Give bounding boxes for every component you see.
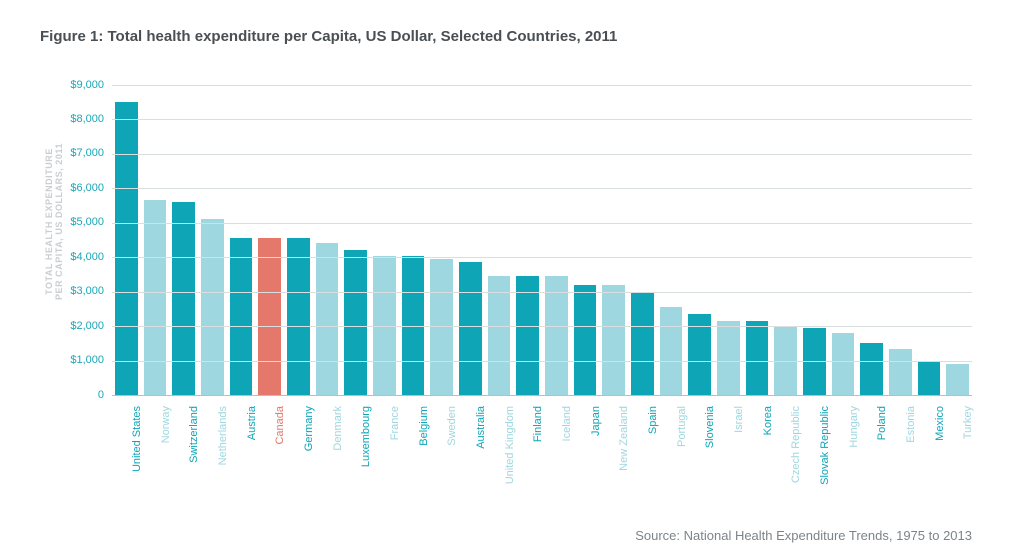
x-tick-label: Netherlands — [217, 406, 229, 526]
bar — [860, 343, 882, 395]
y-tick-label: $1,000 — [54, 354, 104, 366]
gridline — [112, 154, 972, 155]
bar — [316, 243, 338, 395]
y-tick-label: $9,000 — [54, 79, 104, 91]
gridline — [112, 361, 972, 362]
x-tick-label: Slovak Republic — [819, 406, 831, 526]
gridline — [112, 85, 972, 86]
x-tick-label: Austria — [246, 406, 258, 526]
bar — [746, 321, 768, 395]
x-tick-label: Sweden — [446, 406, 458, 526]
bar — [459, 262, 481, 395]
bar — [660, 307, 682, 395]
x-tick-label: Canada — [274, 406, 286, 526]
bar — [516, 276, 538, 395]
bar — [832, 333, 854, 395]
y-tick-label: $6,000 — [54, 182, 104, 194]
bar — [287, 238, 309, 395]
gridline — [112, 223, 972, 224]
gridline — [112, 326, 972, 327]
x-tick-label: Luxembourg — [360, 406, 372, 526]
y-tick-label: $3,000 — [54, 285, 104, 297]
y-tick-label: 0 — [54, 389, 104, 401]
x-tick-label: Australia — [475, 406, 487, 526]
x-tick-label: Korea — [762, 406, 774, 526]
bar — [344, 250, 366, 395]
x-tick-label: Belgium — [418, 406, 430, 526]
bar — [488, 276, 510, 395]
x-tick-label: France — [389, 406, 401, 526]
bar — [115, 102, 137, 395]
bar — [545, 276, 567, 395]
bars-container — [112, 85, 972, 395]
source-text: Source: National Health Expenditure Tren… — [635, 528, 972, 543]
bar — [717, 321, 739, 395]
plot-area: 0$1,000$2,000$3,000$4,000$5,000$6,000$7,… — [112, 85, 972, 395]
y-tick-label: $7,000 — [54, 147, 104, 159]
bar — [230, 238, 252, 395]
bar — [889, 349, 911, 396]
y-tick-label: $4,000 — [54, 251, 104, 263]
figure: Figure 1: Total health expenditure per C… — [0, 0, 1024, 557]
gridline — [112, 292, 972, 293]
gridline — [112, 395, 972, 396]
chart-title: Figure 1: Total health expenditure per C… — [40, 28, 617, 45]
gridline — [112, 188, 972, 189]
x-tick-label: Denmark — [332, 406, 344, 526]
x-tick-label: Mexico — [934, 406, 946, 526]
x-tick-label: Slovenia — [704, 406, 716, 526]
x-tick-label: Japan — [590, 406, 602, 526]
bar — [172, 202, 194, 395]
bar — [258, 238, 280, 395]
bar — [631, 292, 653, 395]
x-tick-label: Switzerland — [188, 406, 200, 526]
x-tick-label: Czech Republic — [790, 406, 802, 526]
x-tick-label: Iceland — [561, 406, 573, 526]
x-tick-label: New Zealand — [618, 406, 630, 526]
x-tick-label: United Kingdom — [504, 406, 516, 526]
x-tick-label: Portugal — [676, 406, 688, 526]
y-tick-label: $8,000 — [54, 113, 104, 125]
x-tick-label: Spain — [647, 406, 659, 526]
y-tick-label: $5,000 — [54, 216, 104, 228]
gridline — [112, 119, 972, 120]
bar — [946, 364, 968, 395]
x-tick-label: Norway — [160, 406, 172, 526]
bar — [201, 219, 223, 395]
x-tick-label: Germany — [303, 406, 315, 526]
x-tick-label: Turkey — [962, 406, 974, 526]
y-tick-label: $2,000 — [54, 320, 104, 332]
x-tick-label: Israel — [733, 406, 745, 526]
x-tick-label: Finland — [532, 406, 544, 526]
y-axis-label-line1: TOTAL HEALTH EXPENDITURE — [44, 143, 54, 300]
bar — [918, 361, 940, 395]
x-tick-label: Poland — [876, 406, 888, 526]
x-tick-label: Estonia — [905, 406, 917, 526]
x-tick-label: United States — [131, 406, 143, 526]
bar — [144, 200, 166, 395]
bar — [602, 285, 624, 395]
bar — [574, 285, 596, 395]
gridline — [112, 257, 972, 258]
x-tick-label: Hungary — [848, 406, 860, 526]
